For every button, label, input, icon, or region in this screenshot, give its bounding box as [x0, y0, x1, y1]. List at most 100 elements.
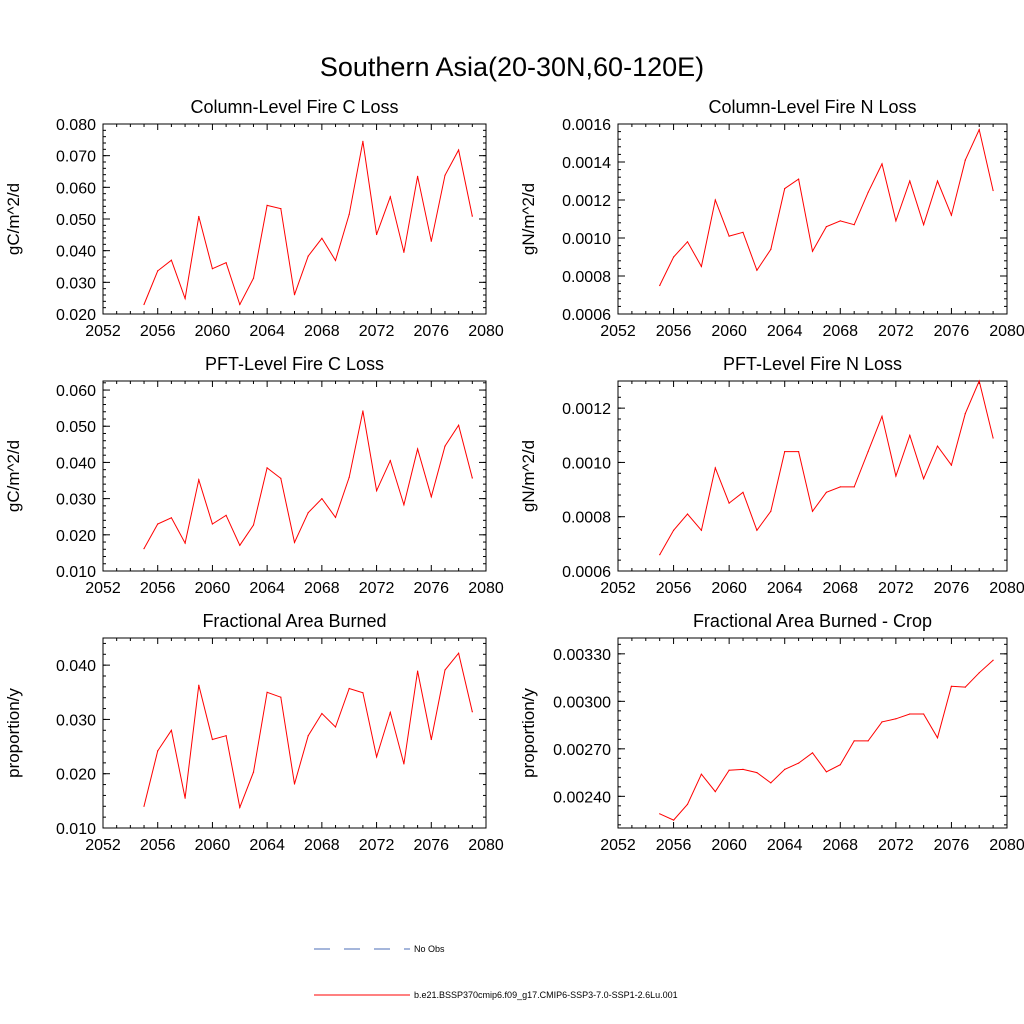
x-tick-label: 2076: [934, 323, 970, 340]
data-point: [184, 797, 186, 799]
x-tick-label: 2052: [85, 580, 121, 597]
data-point: [293, 294, 296, 296]
data-point: [839, 220, 841, 222]
panel-fractional-area-burned: Fractional Area Burned 2052 2056 2060 2064 20…: [4, 611, 504, 854]
x-tick-label: 2056: [656, 580, 692, 597]
y-tick-label: 0.030: [56, 275, 96, 292]
data-point: [825, 771, 828, 773]
y-tick-label: 0.0012: [562, 401, 611, 418]
data-point: [784, 451, 786, 453]
data-point: [700, 265, 703, 268]
x-tick-label: 2056: [140, 323, 176, 340]
data-point: [403, 763, 405, 765]
data-point: [143, 805, 145, 807]
data-point: [293, 541, 296, 544]
data-point: [444, 669, 446, 671]
data-point: [867, 451, 869, 453]
data-point: [909, 434, 911, 436]
data-point: [458, 149, 460, 151]
data-point: [444, 174, 446, 176]
x-tick-label: 2072: [359, 837, 395, 854]
x-tick-label: 2064: [767, 323, 803, 340]
data-point: [334, 516, 337, 519]
panel-title: Column-Level Fire C Loss: [190, 97, 398, 117]
y-tick-label: 0.0006: [562, 307, 611, 324]
data-point: [936, 737, 939, 739]
data-point: [673, 256, 675, 258]
data-point: [742, 231, 744, 233]
x-tick-label: 2080: [989, 580, 1024, 597]
data-point: [321, 498, 323, 500]
data-point: [770, 510, 772, 512]
data-point: [170, 259, 172, 261]
data-point: [280, 208, 282, 210]
x-tick-label: 2068: [822, 837, 858, 854]
data-point: [895, 220, 897, 222]
legend-model-label: b.e21.BSSP370cmip6.f09_g17.CMIP6-SSP3-7.…: [414, 990, 678, 1000]
plot-frame: [617, 380, 1008, 572]
data-point: [471, 711, 473, 713]
data-point: [225, 262, 227, 264]
x-tick-label: 2080: [468, 580, 504, 597]
y-axis-label: gN/m^2/d: [519, 440, 538, 512]
y-tick-label: 0.0010: [562, 231, 611, 248]
x-tick-label: 2076: [413, 323, 449, 340]
data-point: [659, 554, 661, 556]
data-point: [334, 259, 337, 262]
data-point: [417, 175, 419, 177]
y-axis-label: proportion/y: [4, 688, 23, 778]
data-point: [211, 268, 213, 270]
data-point: [444, 445, 446, 447]
data-point: [673, 529, 675, 531]
data-point: [225, 735, 227, 737]
data-point: [266, 691, 268, 693]
x-tick-label: 2080: [468, 323, 504, 340]
x-tick-label: 2072: [359, 323, 395, 340]
data-point: [756, 772, 758, 774]
x-tick-label: 2064: [767, 580, 803, 597]
x-tick-label: 2060: [195, 580, 231, 597]
data-point: [714, 791, 716, 793]
data-point: [659, 813, 661, 815]
panel-title: PFT-Level Fire N Loss: [723, 354, 902, 374]
data-point: [458, 652, 460, 654]
data-point: [936, 445, 939, 447]
data-point: [417, 670, 419, 672]
series-line: [659, 659, 994, 821]
data-point: [784, 768, 786, 771]
y-axis-label: gC/m^2/d: [4, 183, 23, 255]
figure-title: Southern Asia(20-30N,60-120E): [320, 52, 704, 82]
x-tick-label: 2056: [140, 837, 176, 854]
data-point: [742, 491, 744, 493]
data-point: [881, 721, 883, 723]
data-point: [239, 303, 241, 306]
data-point: [853, 224, 855, 226]
data-point: [659, 284, 661, 287]
data-point: [936, 180, 939, 182]
x-tick-label: 2076: [934, 837, 970, 854]
panel-column-level-fire-n-loss: Column-Level Fire N Loss 2052 2056 2060 2064…: [519, 97, 1024, 340]
data-point: [825, 491, 828, 493]
data-point: [293, 783, 296, 785]
data-point: [266, 204, 268, 206]
x-tick-label: 2076: [413, 580, 449, 597]
data-point: [471, 477, 473, 479]
x-tick-label: 2064: [249, 323, 285, 340]
data-point: [700, 773, 703, 775]
y-tick-label: 0.060: [56, 383, 96, 400]
x-tick-label: 2076: [934, 580, 970, 597]
data-point: [992, 659, 994, 661]
x-tick-label: 2080: [468, 837, 504, 854]
data-point: [321, 237, 323, 239]
data-point: [700, 529, 703, 531]
data-point: [964, 159, 966, 161]
data-point: [950, 685, 953, 687]
data-point: [403, 504, 405, 506]
y-tick-label: 0.00300: [553, 694, 611, 711]
data-point: [798, 178, 800, 180]
x-tick-label: 2068: [304, 837, 340, 854]
data-point: [198, 479, 200, 481]
data-point: [867, 740, 869, 742]
data-point: [964, 413, 966, 415]
data-point: [867, 191, 869, 193]
